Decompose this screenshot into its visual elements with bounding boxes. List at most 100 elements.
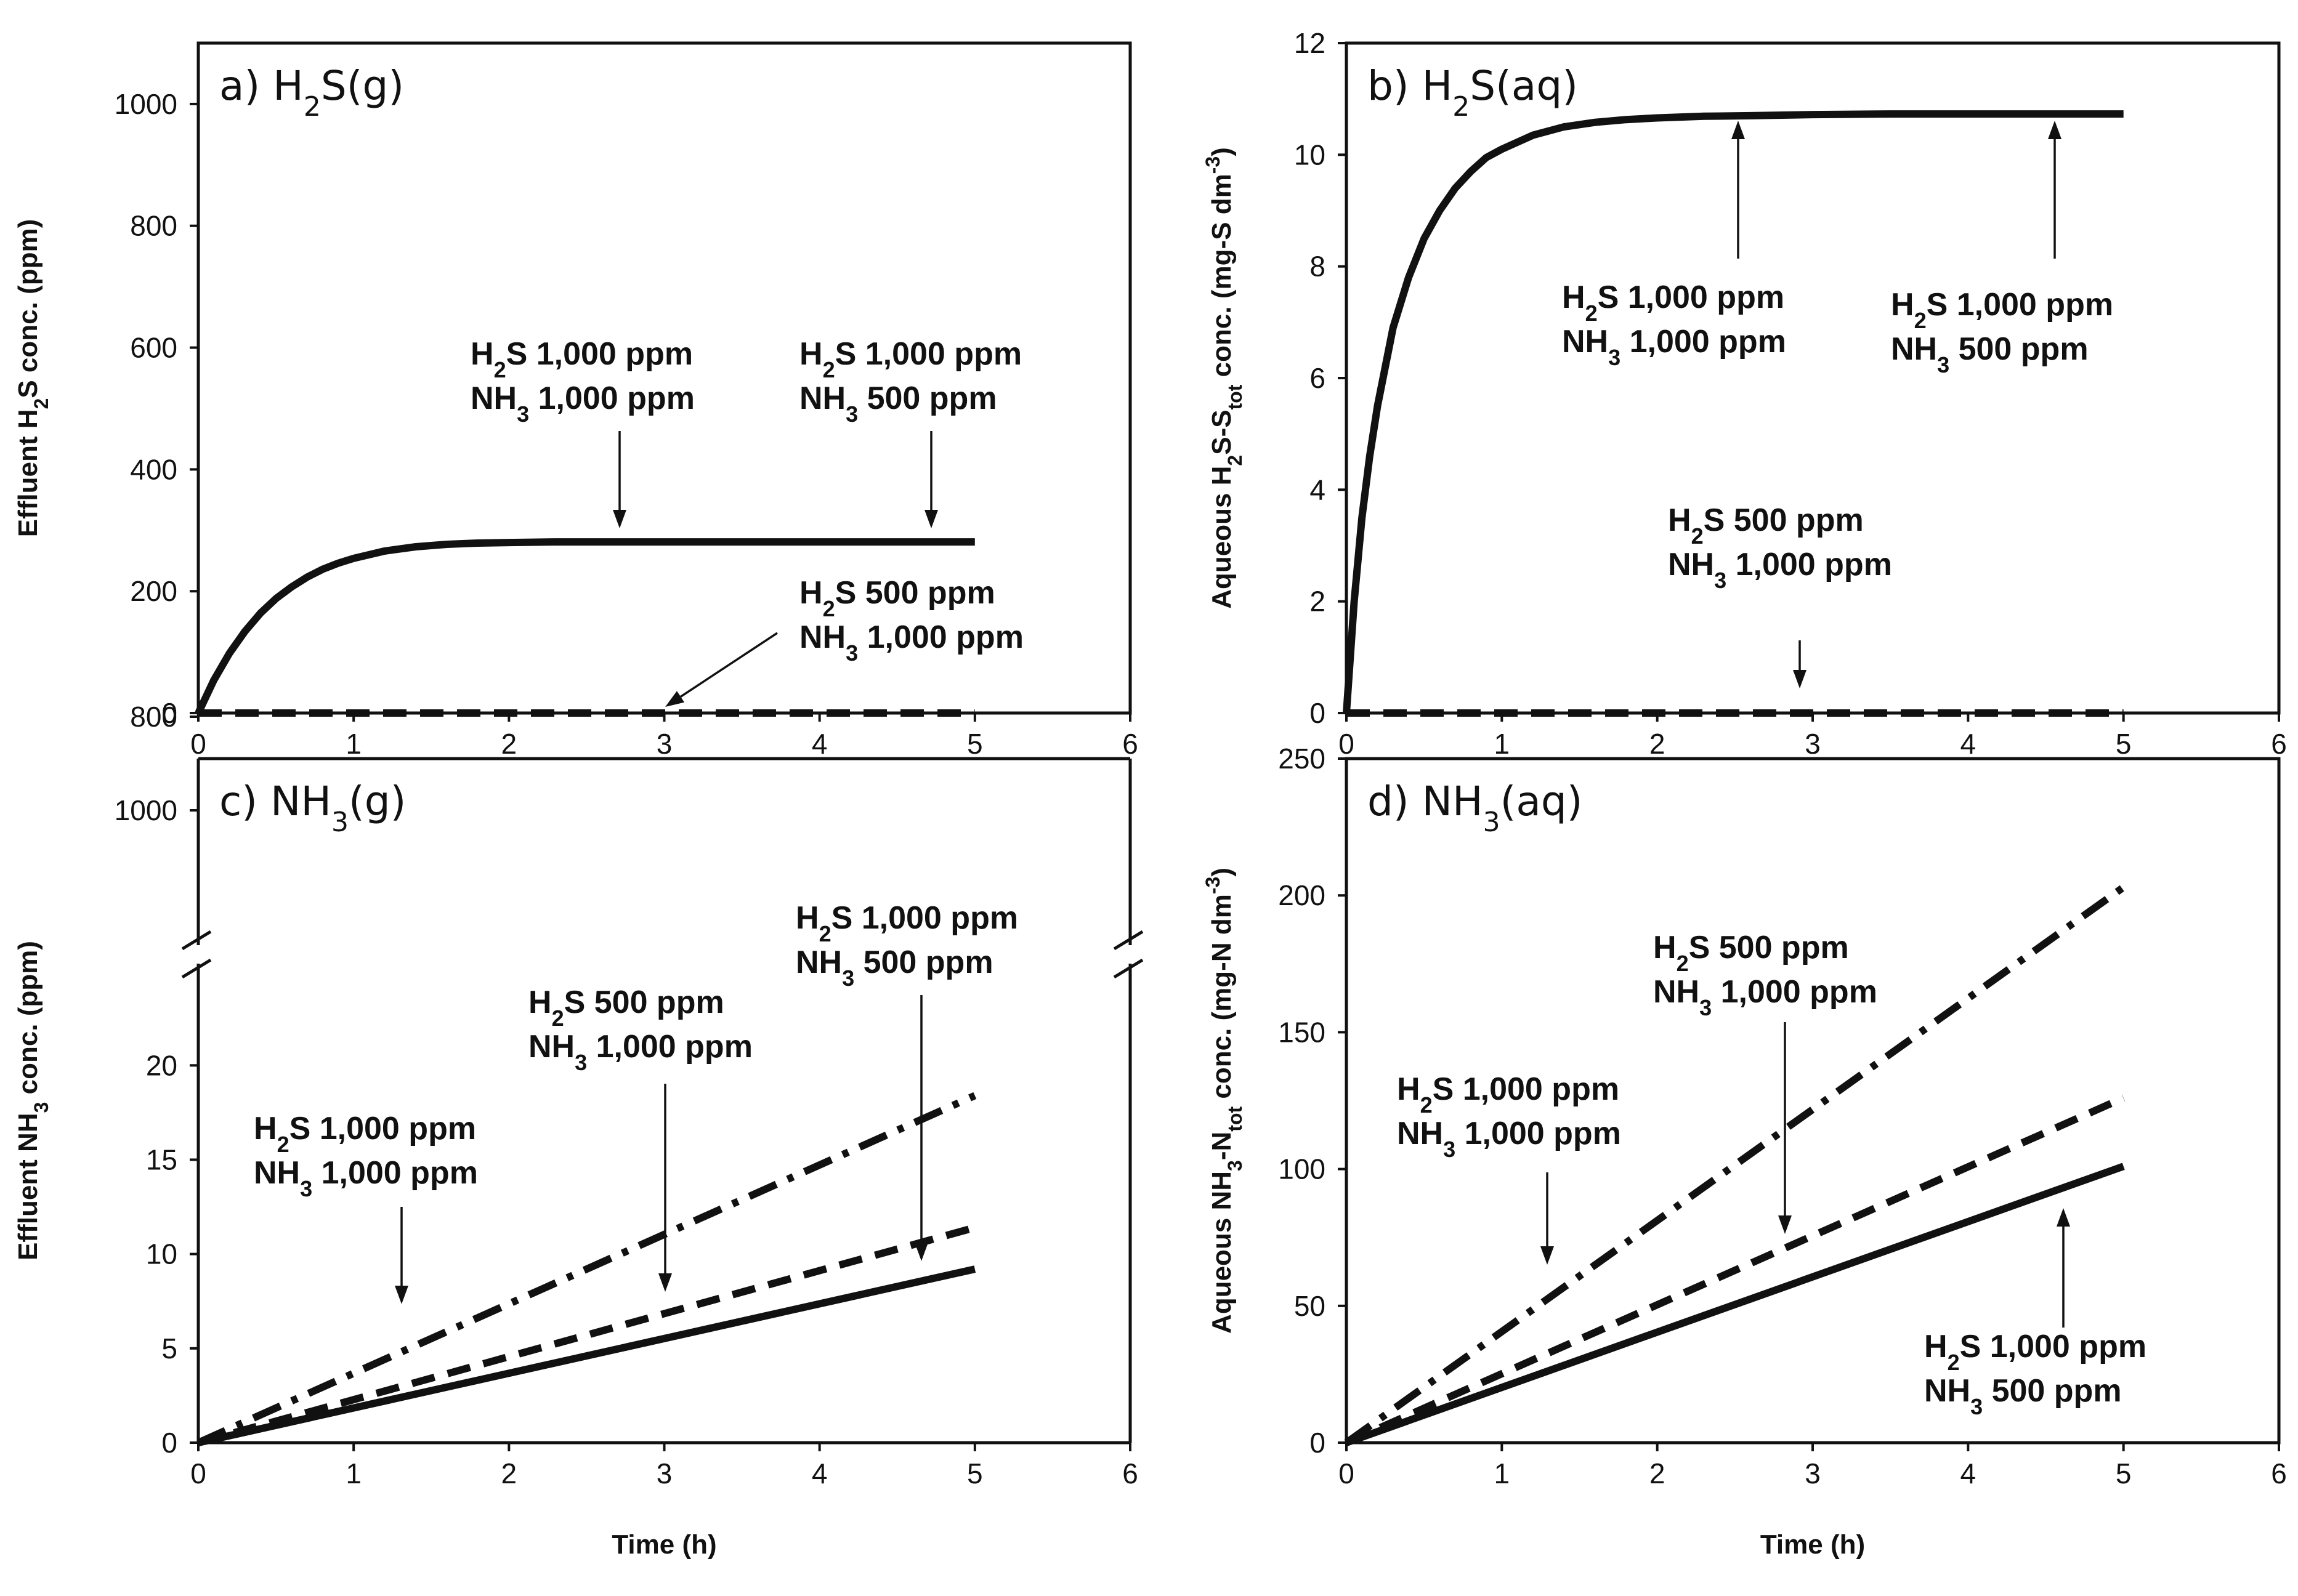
x-tick-label: 2 xyxy=(501,728,517,760)
annotation-subscript: 2 xyxy=(1585,300,1598,326)
arrow-head xyxy=(924,510,938,528)
y-label-subscript: tot xyxy=(1224,384,1246,409)
annotation-label: H2S 500 ppm xyxy=(528,985,724,1031)
title-text: c) NH xyxy=(219,778,331,825)
x-tick-label: 1 xyxy=(1494,728,1510,760)
title-text: d) NH xyxy=(1367,778,1483,825)
annotation-label: NH3 1,000 ppm xyxy=(1397,1116,1621,1162)
y-tick-label: 0 xyxy=(1309,697,1325,729)
title-subscript: 3 xyxy=(1483,807,1500,838)
annotation-subscript: 3 xyxy=(1443,1137,1455,1162)
annotation-text: S 1,000 ppm xyxy=(1433,1071,1619,1107)
x-tick-label: 5 xyxy=(2116,1457,2132,1489)
arrow-head xyxy=(915,1243,928,1261)
annotation-subscript: 2 xyxy=(1420,1092,1433,1118)
annotation-label: H2S 1,000 ppm xyxy=(471,336,693,382)
annotation-arrow xyxy=(915,995,928,1261)
annotation-text: 500 ppm xyxy=(1949,331,2088,367)
y-tick-label: 5 xyxy=(161,1332,177,1364)
x-tick-label: 0 xyxy=(190,728,206,760)
y-axis-label: Effluent NH3 conc. (ppm) xyxy=(13,941,52,1260)
x-tick-label: 4 xyxy=(1960,1457,1976,1489)
y-tick-label: 250 xyxy=(1278,743,1325,775)
annotation-text: 500 ppm xyxy=(854,945,993,980)
x-tick-label: 3 xyxy=(1805,1457,1821,1489)
annotation-text: S 500 ppm xyxy=(564,985,724,1020)
arrow-head xyxy=(2057,1208,2070,1227)
annotation-text: NH xyxy=(799,381,846,416)
y-label-subscript: 2 xyxy=(30,398,52,409)
y-tick-label: 4 xyxy=(1309,474,1325,506)
title-subscript: 2 xyxy=(304,91,321,123)
x-tick-label: 0 xyxy=(1338,728,1354,760)
annotation-subscript: 2 xyxy=(1948,1350,1960,1375)
x-tick-label: 0 xyxy=(1338,1457,1354,1489)
annotation-label: NH3 1,000 ppm xyxy=(471,381,695,427)
arrow-head xyxy=(2048,121,2061,139)
annotation-text: NH xyxy=(528,1029,575,1065)
y-label-text: -N xyxy=(1207,1132,1237,1160)
annotation-subscript: 2 xyxy=(494,357,506,382)
x-tick-label: 5 xyxy=(967,1457,983,1489)
annotation-text: H xyxy=(1653,930,1677,965)
annotation-arrow xyxy=(395,1207,408,1304)
annotation-text: S 1,000 ppm xyxy=(835,336,1022,372)
title-text: (aq) xyxy=(1500,778,1583,825)
title-text: S(g) xyxy=(321,62,404,110)
annotation-label: H2S 1,000 ppm xyxy=(799,336,1022,382)
annotation-text: 1,000 ppm xyxy=(858,619,1024,655)
y-label-text: S-S xyxy=(1207,409,1237,454)
y-label-subscript: 2 xyxy=(1224,455,1246,466)
x-tick-label: 5 xyxy=(2116,728,2132,760)
annotation-label: H2S 1,000 ppm xyxy=(1891,287,2113,333)
y-tick-label: 200 xyxy=(1278,879,1325,911)
title-subscript: 2 xyxy=(1452,91,1470,123)
annotation-subscript: 3 xyxy=(846,401,858,427)
y-label-text: S conc. (ppm) xyxy=(13,219,43,398)
annotation-subscript: 3 xyxy=(1714,568,1726,593)
y-label-text: ) xyxy=(1207,147,1237,156)
x-axis-label: Time (h) xyxy=(612,1530,716,1560)
annotation-label: H2S 1,000 ppm xyxy=(1562,280,1784,326)
x-tick-label: 4 xyxy=(1960,728,1976,760)
title-text: S(aq) xyxy=(1470,62,1578,110)
annotation-label: NH3 1,000 ppm xyxy=(1562,324,1786,370)
annotation-label: NH3 500 ppm xyxy=(796,945,993,991)
annotation-label: NH3 1,000 ppm xyxy=(1668,547,1892,593)
annotation-text: H xyxy=(1668,502,1691,538)
annotation-subscript: 3 xyxy=(1608,345,1620,370)
y-tick-label: 1000 xyxy=(115,88,177,120)
y-tick-label: 8 xyxy=(1309,251,1325,283)
annotation-label: H2S 1,000 ppm xyxy=(796,900,1018,946)
x-tick-label: 6 xyxy=(1122,728,1138,760)
annotation-text: 1,000 ppm xyxy=(1712,974,1877,1010)
y-tick-label: 150 xyxy=(1278,1016,1325,1048)
arrow-head xyxy=(665,691,685,707)
y-label-text: Effluent NH xyxy=(13,1113,43,1260)
annotation-text: S 1,000 ppm xyxy=(506,336,693,372)
annotation-arrow xyxy=(1540,1172,1554,1265)
annotation-arrow xyxy=(2048,121,2061,259)
annotation-text: S 1,000 ppm xyxy=(1598,280,1784,315)
y-tick-label: 400 xyxy=(130,453,177,485)
annotation-label: NH3 500 ppm xyxy=(1924,1373,2122,1419)
y-tick-label: 6 xyxy=(1309,362,1325,394)
annotation-label: NH3 500 ppm xyxy=(1891,331,2089,377)
y-tick-label: 2 xyxy=(1309,586,1325,618)
annotation-label: H2S 500 ppm xyxy=(1653,930,1849,976)
x-tick-label: 5 xyxy=(967,728,983,760)
annotation-text: S 500 ppm xyxy=(1704,502,1864,538)
annotation-text: S 1,000 ppm xyxy=(831,900,1018,936)
annotation-subscript: 3 xyxy=(575,1050,587,1075)
y-label-superscript: -3 xyxy=(1202,877,1224,894)
annotation-arrow xyxy=(1793,640,1806,688)
annotation-text: NH xyxy=(254,1155,300,1191)
x-tick-label: 3 xyxy=(657,728,673,760)
annotation-subscript: 3 xyxy=(1970,1394,1983,1419)
